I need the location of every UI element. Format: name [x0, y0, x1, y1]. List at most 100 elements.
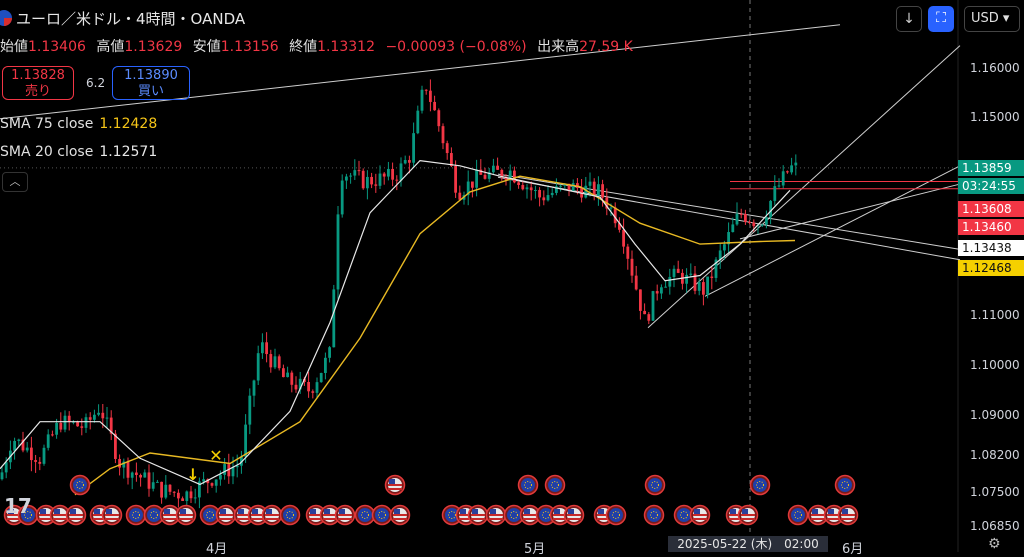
sell-price: 1.13828 [11, 68, 65, 83]
us-stripe [388, 484, 402, 486]
eu-stars [150, 511, 158, 519]
sma20-line [0, 159, 791, 486]
candle-body [702, 282, 705, 295]
candle-body [105, 417, 109, 419]
us-stripe [251, 514, 265, 516]
us-stripe [553, 514, 567, 516]
candle-body [710, 276, 714, 278]
candle-body [500, 169, 504, 178]
candle-body [67, 415, 71, 422]
candle-body [651, 291, 655, 321]
us-stripe [693, 514, 707, 516]
download-icon[interactable]: ↓ [896, 6, 922, 32]
eu-flag [648, 478, 662, 492]
candle-body [219, 474, 222, 480]
us-stripe [323, 514, 337, 516]
sell-button[interactable]: 1.13828 売り [2, 66, 74, 100]
collapse-legend-button[interactable]: ︿ [2, 172, 28, 192]
candle-body [769, 200, 772, 218]
us-stripe [163, 518, 177, 520]
us-event-icon [334, 504, 356, 526]
us-stripe [567, 518, 581, 520]
candle-body [210, 483, 214, 486]
spread-value: 6.2 [86, 76, 106, 90]
currency-select[interactable]: USD ▾ [964, 6, 1020, 32]
eu-flag [838, 478, 852, 492]
us-event-icon [159, 504, 181, 526]
sell-label: 売り [24, 84, 51, 99]
us-stripe [523, 518, 537, 520]
candle-body [756, 225, 760, 227]
candle-body [361, 170, 365, 189]
eu-flag [507, 508, 521, 522]
candle-body [156, 481, 159, 483]
candle-body [143, 472, 147, 478]
eu-stars [361, 511, 369, 519]
candle-body [739, 213, 743, 215]
sma75-price-label: 1.12468 [958, 260, 1024, 276]
candle-body [382, 173, 386, 177]
candle-body [282, 368, 285, 378]
close-value: 1.13312 [317, 39, 375, 55]
candle-body [504, 177, 508, 180]
symbol-title[interactable]: ユーロ／米ドル・4時間・OANDA [16, 9, 246, 28]
candle-body [559, 185, 562, 187]
us-stripe [105, 514, 119, 516]
us-stripe [811, 514, 825, 516]
candle-body [391, 168, 394, 180]
candle-body [97, 412, 100, 415]
us-canton [339, 509, 345, 514]
fullscreen-icon[interactable]: ⛶ [928, 6, 954, 32]
eurusd-flag-icon [0, 10, 12, 26]
us-event-icon [49, 504, 71, 526]
eu-flag [609, 508, 623, 522]
eu-stars [378, 511, 386, 519]
candle-body [567, 183, 571, 191]
candle-body [126, 461, 130, 478]
us-stripe [219, 514, 233, 516]
us-stripe [597, 514, 611, 516]
candle-body [664, 286, 667, 288]
us-stripe [811, 518, 825, 520]
gear-icon[interactable]: ⚙ [988, 536, 1001, 552]
sma20-legend[interactable]: SMA 20 close 1.12571 [0, 144, 157, 160]
eu-stars [756, 481, 764, 489]
candle-body [622, 229, 625, 247]
x-label-april: 4月 [206, 542, 228, 557]
us-event-icon [467, 504, 489, 526]
candle-body [588, 181, 592, 186]
red-price-label-1: 1.13608 [958, 201, 1024, 217]
candle-body [765, 217, 768, 225]
candle-body [4, 462, 8, 473]
eu-stars [650, 511, 658, 519]
candle-body [597, 184, 600, 196]
eu-flag [445, 508, 459, 522]
moving-averages [0, 159, 796, 496]
chart-header: ユーロ／米ドル・4時間・OANDA [0, 0, 245, 36]
candle-body [51, 434, 54, 436]
eu-stars [206, 511, 214, 519]
sma75-legend[interactable]: SMA 75 close 1.12428 [0, 116, 157, 132]
candle-body [118, 458, 121, 468]
candle-body [395, 179, 399, 181]
us-canton [310, 509, 316, 514]
eu-event-icon [749, 474, 771, 496]
us-event-icon [65, 504, 87, 526]
candle-body [655, 291, 659, 294]
candle-body [697, 282, 701, 291]
eu-flag [791, 508, 805, 522]
candle-body [340, 180, 344, 215]
eu-flag [548, 478, 562, 492]
candle-body [475, 169, 478, 188]
us-stripe [93, 518, 107, 520]
eu-event-icon [643, 504, 665, 526]
y-tick: 1.10000 [970, 358, 1020, 372]
buy-button[interactable]: 1.13890 買い [112, 66, 190, 100]
candle-body [135, 472, 138, 475]
us-stripe [179, 518, 193, 520]
trendline [497, 173, 961, 250]
candle-body [727, 232, 730, 245]
candle-body [109, 417, 113, 434]
candle-body [256, 353, 260, 381]
